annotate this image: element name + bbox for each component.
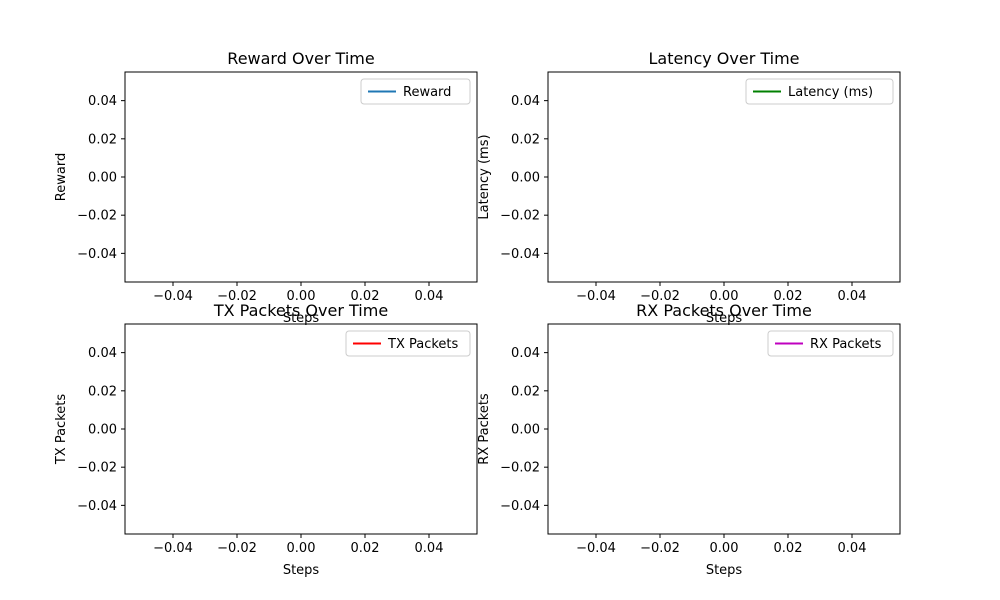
x-axis-label: Steps [283, 311, 320, 326]
y-tick-label: 0.00 [88, 171, 117, 186]
x-tick-label: −0.02 [640, 541, 680, 556]
chart-title: RX Packets Over Time [636, 301, 812, 320]
legend: Reward [360, 78, 471, 105]
y-tick-label: −0.02 [77, 461, 117, 476]
x-axis-label: Steps [706, 311, 743, 326]
subplot-1: −0.04 −0.02 0.00 0.02 0.04 0.04 0.02 0.00 −0.02 −… [54, 49, 478, 326]
y-tick-label: 0.04 [511, 94, 540, 109]
chart-title: Reward Over Time [227, 49, 374, 68]
y-tick-label: −0.04 [77, 499, 117, 514]
y-axis-label: Latency (ms) [477, 134, 492, 219]
y-tick-label: 0.04 [88, 94, 117, 109]
x-tick-label: 0.00 [287, 289, 316, 304]
subplot-2: −0.04 −0.02 0.00 0.02 0.04 0.04 0.02 0.00 −0.02 −… [477, 49, 901, 326]
subplot-3: −0.04 −0.02 0.00 0.02 0.04 0.04 0.02 0.00 −0.02 −… [54, 301, 478, 578]
legend-box [745, 78, 894, 105]
x-tick-label: 0.02 [774, 289, 803, 304]
x-tick-label: 0.00 [287, 541, 316, 556]
y-tick-label: −0.02 [500, 461, 540, 476]
chart-title: TX Packets Over Time [213, 301, 388, 320]
y-axis-label: Reward [54, 153, 69, 201]
y-tick-label: 0.02 [88, 384, 117, 399]
y-tick-label: 0.02 [88, 132, 117, 147]
legend: RX Packets [767, 330, 894, 357]
x-tick-label: −0.02 [217, 541, 257, 556]
x-tick-label: −0.04 [153, 289, 193, 304]
y-axis-label: RX Packets [477, 393, 492, 465]
y-tick-label: 0.04 [88, 346, 117, 361]
y-tick-label: 0.00 [88, 423, 117, 438]
y-tick-label: 0.04 [511, 346, 540, 361]
y-axis-label: TX Packets [54, 394, 69, 466]
x-tick-label: 0.02 [351, 541, 380, 556]
x-tick-label: 0.02 [774, 541, 803, 556]
x-tick-label: −0.04 [153, 541, 193, 556]
y-tick-label: −0.02 [77, 209, 117, 224]
y-tick-label: −0.04 [500, 499, 540, 514]
y-tick-label: 0.02 [511, 132, 540, 147]
x-tick-label: 0.00 [710, 541, 739, 556]
legend-label: RX Packets [810, 337, 882, 352]
legend-label: Reward [403, 85, 451, 100]
y-tick-label: 0.00 [511, 423, 540, 438]
x-tick-label: 0.04 [415, 289, 444, 304]
legend-box [767, 330, 894, 357]
y-tick-label: −0.04 [77, 247, 117, 262]
legend-label: Latency (ms) [788, 85, 873, 100]
chart-title: Latency Over Time [648, 49, 799, 68]
x-tick-label: −0.02 [640, 289, 680, 304]
y-tick-label: −0.02 [500, 209, 540, 224]
subplot-4: −0.04 −0.02 0.00 0.02 0.04 0.04 0.02 0.00 −0.02 −… [477, 301, 901, 578]
legend-label: TX Packets [387, 337, 459, 352]
legend: Latency (ms) [745, 78, 894, 105]
x-tick-label: 0.04 [838, 289, 867, 304]
y-tick-label: −0.04 [500, 247, 540, 262]
legend-box [360, 78, 471, 105]
x-tick-label: 0.02 [351, 289, 380, 304]
legend-box [345, 330, 471, 357]
x-axis-label: Steps [706, 563, 743, 578]
y-tick-label: 0.00 [511, 171, 540, 186]
x-tick-label: 0.04 [415, 541, 444, 556]
x-tick-label: 0.04 [838, 541, 867, 556]
x-axis-label: Steps [283, 563, 320, 578]
legend: TX Packets [345, 330, 471, 357]
x-tick-label: 0.00 [710, 289, 739, 304]
x-tick-label: −0.04 [576, 289, 616, 304]
x-tick-label: −0.04 [576, 541, 616, 556]
y-tick-label: 0.02 [511, 384, 540, 399]
x-tick-label: −0.02 [217, 289, 257, 304]
